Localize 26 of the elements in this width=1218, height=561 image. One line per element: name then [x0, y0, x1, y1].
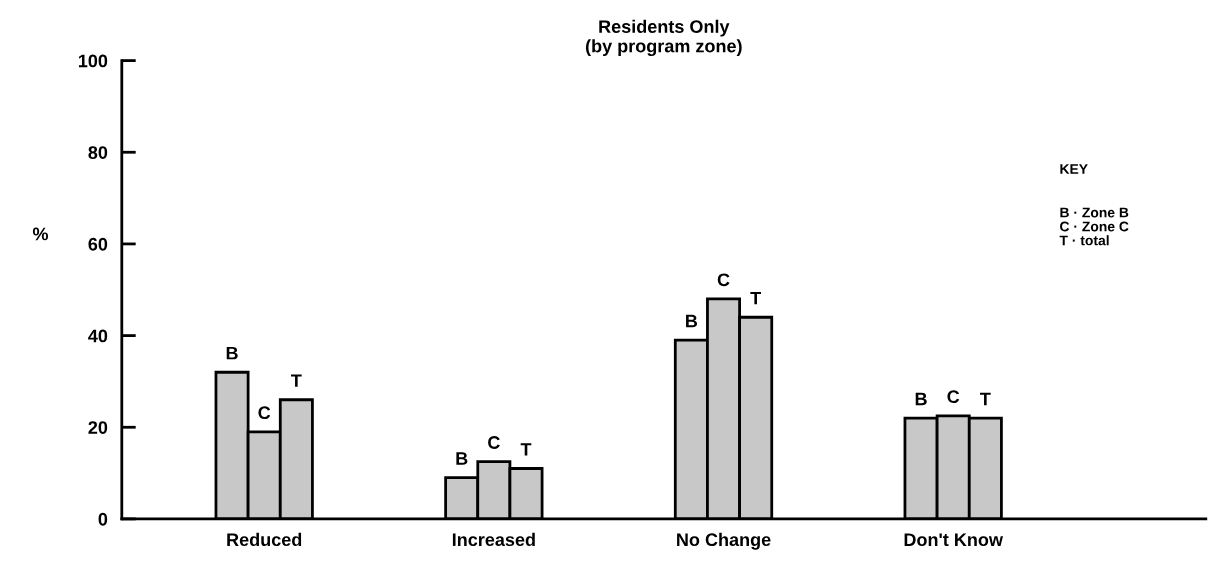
text: T: [291, 374, 302, 387]
y-axis-title: %: [32, 227, 49, 241]
y-tick-label: 40: [88, 329, 108, 343]
y-tick-label: 0: [98, 512, 108, 526]
y-tick-label: 60: [88, 237, 108, 251]
text: T: [750, 291, 761, 305]
text: T: [520, 443, 532, 456]
annotation: KEY: [1060, 164, 1088, 174]
chart-title: Residents Only (by program zone): [585, 19, 742, 57]
series-label: C: [258, 406, 271, 420]
series-label: B: [915, 392, 927, 406]
text: C: [947, 390, 960, 404]
annotation: B · Zone B C · Zone C T · total: [1059, 207, 1129, 246]
y-tick-label: 80: [88, 146, 108, 159]
x-tick-label: Reduced: [227, 532, 302, 547]
text: B: [456, 452, 468, 465]
text: B: [226, 346, 238, 360]
x-tick-label: Increased: [452, 532, 535, 547]
series-label: T: [980, 392, 991, 406]
y-tick-label: 100: [78, 54, 108, 68]
text: B: [686, 314, 698, 328]
text: C: [488, 436, 500, 449]
text: C: [717, 273, 730, 287]
y-tick-label: 20: [88, 421, 108, 434]
x-tick-label: Don't Know: [904, 533, 1004, 547]
x-tick-label: No Change: [677, 532, 771, 550]
